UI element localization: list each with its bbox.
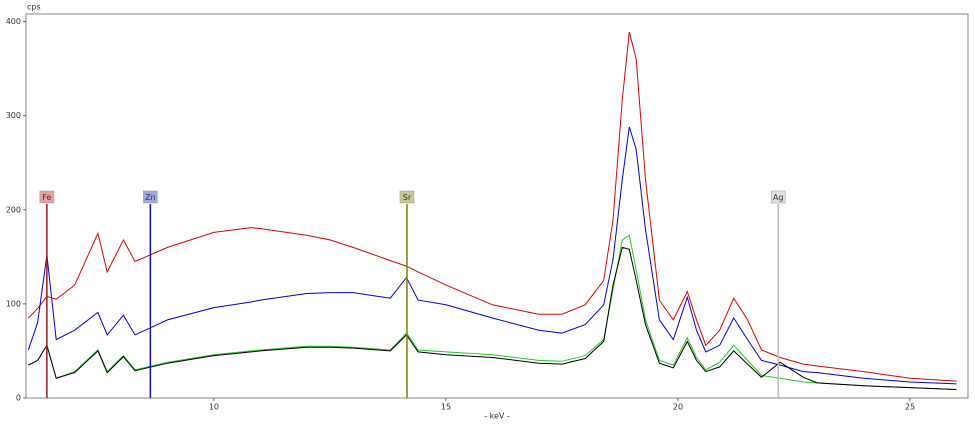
y-tick-label: 100 [6,299,21,308]
element-box [399,190,415,204]
y-tick-label: 0 [16,394,21,403]
spectrum-line [27,126,957,385]
x-axis-label: - keV - [484,412,510,421]
spectrum-line [28,234,957,390]
element-label: Sr [403,193,412,202]
element-label: Ag [773,193,784,202]
x-tick-label: 15 [441,403,451,412]
y-tick-label: 200 [6,205,21,214]
x-tick-label: 25 [905,403,915,412]
x-tick-label: 20 [673,403,683,412]
element-box [39,190,55,204]
element-box [770,190,786,204]
spectrum-line [28,246,957,390]
element-label: Zn [145,193,156,202]
y-tick-label: 300 [6,111,21,120]
y-axis-label: cps [27,3,41,12]
element-label: Fe [42,193,51,202]
x-tick-label: 10 [209,403,219,412]
spectrum-line [27,31,957,382]
y-tick-label: 400 [6,17,21,26]
plot-area [25,13,969,399]
element-box [143,190,158,204]
